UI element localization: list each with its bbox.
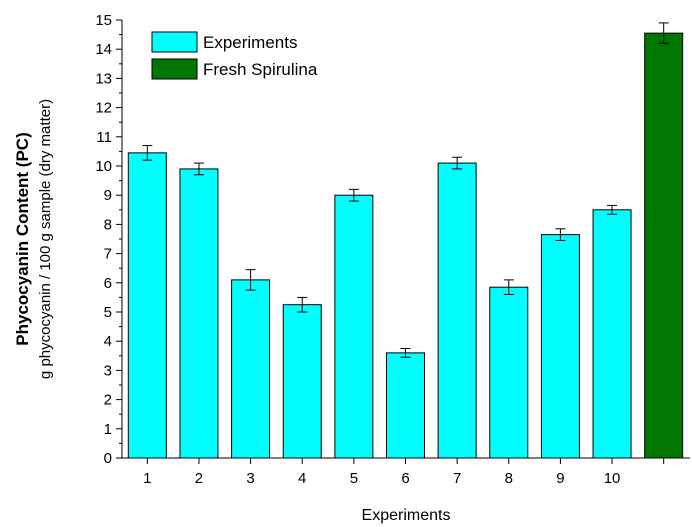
bar-experiment-6 [386,352,425,459]
x-tick-label-9: 9 [556,470,564,487]
y-tick-label-11: 11 [96,129,112,146]
x-tick-label-10: 10 [604,470,621,487]
y-tick-label-13: 13 [95,70,112,87]
y-tick-label-14: 14 [95,41,112,58]
x-tick-label-1: 1 [143,470,151,487]
error-bar-fresh-spirulina [658,22,669,44]
y-tick-label-15: 15 [95,12,112,29]
error-bars-group [142,22,669,358]
y-tick-label-1: 1 [104,421,112,438]
error-bar-experiment-2 [193,162,204,176]
x-tick-label-4: 4 [298,470,306,487]
y-tick-label-10: 10 [95,158,112,175]
bar-fresh-spirulina [644,32,684,459]
x-tick-label-5: 5 [350,470,358,487]
x-tick-label-8: 8 [505,470,513,487]
bars-group [127,32,684,459]
legend-label-fresh-spirulina: Fresh Spirulina [203,60,318,79]
y-tick-label-8: 8 [104,216,112,233]
error-bar-experiment-7 [452,156,463,170]
bar-experiment-4 [282,304,322,459]
y-axis-sublabel: g phycocyanin / 100 g sample (dry matter… [37,99,54,379]
legend-swatch-experiments [151,31,198,53]
x-tick-label-6: 6 [401,470,409,487]
error-bar-experiment-3 [245,269,256,291]
bar-experiment-9 [540,234,580,459]
bar-experiment-7 [437,162,477,459]
y-tick-label-0: 0 [104,450,112,467]
x-tick-label-7: 7 [453,470,461,487]
bar-experiment-10 [592,209,632,459]
bar-experiment-5 [334,194,374,459]
error-bar-experiment-8 [503,279,514,295]
y-tick-label-6: 6 [104,275,112,292]
x-tick-label-2: 2 [195,470,203,487]
bar-experiment-3 [231,279,271,459]
y-tick-label-7: 7 [104,246,112,263]
y-tick-label-3: 3 [104,362,112,379]
error-bar-experiment-9 [555,228,566,241]
error-bar-experiment-10 [607,204,618,215]
x-tick-label-3: 3 [246,470,254,487]
y-tick-label-5: 5 [104,304,112,321]
error-bar-experiment-1 [142,145,153,161]
y-axis-label: Phycocyanin Content (PC) [13,132,32,345]
bar-experiment-2 [179,168,219,459]
y-tick-label-12: 12 [95,100,112,117]
error-bar-experiment-5 [348,188,359,202]
error-bar-experiment-4 [297,296,308,313]
legend: Experiments Fresh Spirulina [151,31,318,80]
y-tick-label-2: 2 [104,392,112,409]
legend-swatch-fresh-spirulina [151,58,198,80]
x-ticks-group: 1 2 3 4 5 6 7 8 9 10 [143,458,665,487]
error-bar-experiment-6 [400,348,411,358]
bar-experiment-8 [489,286,529,459]
y-tick-label-4: 4 [104,333,112,350]
bar-experiment-1 [127,152,167,459]
legend-label-experiments: Experiments [203,33,297,52]
y-tick-label-9: 9 [104,187,112,204]
x-axis-label: Experiments [362,507,451,524]
